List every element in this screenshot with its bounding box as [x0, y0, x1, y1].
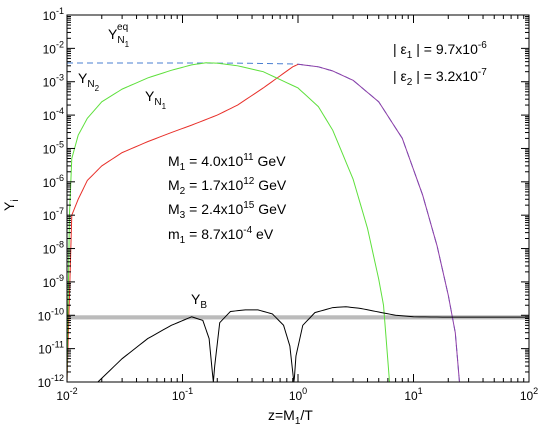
y-axis-label: Yi — [1, 199, 21, 211]
series-y-n1 — [66, 63, 299, 383]
annotation-m2: M2 = 1.7x1012 GeV — [168, 176, 287, 197]
axis-ticks: 10-2 10-1 100 101 102 10-12 10-11 10-10 10-9 10-8… — [38, 6, 539, 403]
y-tick-label: 10-6 — [43, 173, 64, 190]
y-tick-label: 10-12 — [38, 373, 64, 390]
series-y-b — [97, 306, 529, 383]
curves — [66, 62, 529, 383]
annotation-m1: M1 = 4.0x1011 GeV — [168, 152, 286, 173]
y-tick-label: 10-1 — [43, 6, 64, 23]
observed-baryon-band — [67, 315, 529, 320]
y-tick-label: 10-11 — [38, 340, 64, 357]
label-yn2: YN2 — [78, 70, 100, 93]
annotation-m1-light: m1 = 8.7x10-4 eV — [168, 225, 274, 246]
x-tick-label: 10-1 — [172, 386, 193, 403]
annotation-eps2: | ε2 | = 3.2x10-7 — [393, 67, 487, 88]
x-axis-label: z=M1/T — [268, 407, 313, 427]
y-tick-label: 10-4 — [43, 106, 64, 123]
plot-area — [67, 315, 529, 320]
y-tick-label: 10-2 — [43, 39, 64, 56]
y-tick-label: 10-9 — [43, 273, 64, 290]
curve-labels: YN1eq YN2 YN1 YB — [78, 22, 207, 311]
x-tick-label: 101 — [404, 386, 422, 403]
y-tick-label: 10-10 — [38, 306, 64, 323]
annotation-m3: M3 = 2.4x1015 GeV — [168, 200, 287, 221]
label-yb: YB — [191, 291, 207, 311]
series-y-n2 — [66, 62, 391, 383]
label-yeq: YN1eq — [108, 22, 130, 49]
x-tick-label: 10-2 — [56, 386, 77, 403]
y-tick-label: 10-3 — [43, 73, 64, 90]
x-tick-label: 100 — [289, 386, 307, 403]
label-yn1: YN1 — [145, 88, 167, 111]
x-tick-label: 102 — [520, 386, 538, 403]
annotation-eps1: | ε1 | = 9.7x10-6 — [393, 40, 487, 61]
y-tick-label: 10-5 — [43, 139, 64, 156]
series-y-n1-z-1- — [297, 63, 460, 383]
y-tick-label: 10-7 — [43, 206, 64, 223]
y-tick-label: 10-8 — [43, 240, 64, 257]
parameter-annotations: | ε1 | = 9.7x10-6 | ε2 | = 3.2x10-7 M1 =… — [168, 40, 487, 246]
